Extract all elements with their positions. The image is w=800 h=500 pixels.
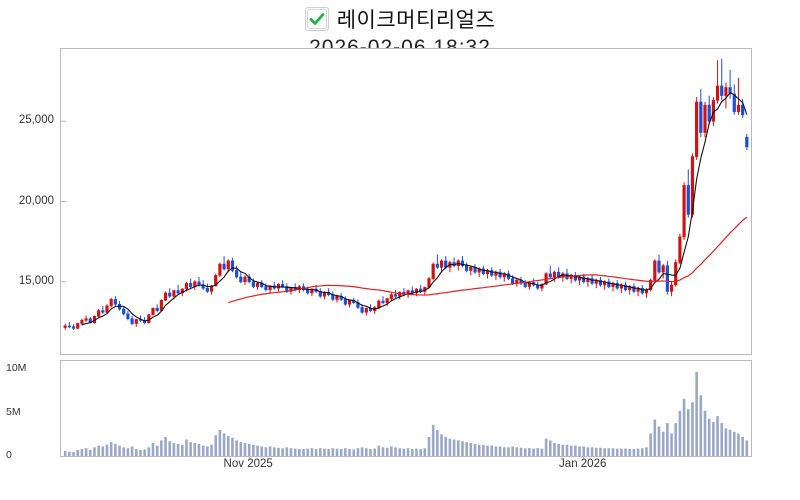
price-tick-label: 15,000 [18, 274, 54, 287]
green-check-icon[interactable] [304, 7, 329, 31]
x-tick-label: Nov 2025 [223, 458, 273, 470]
price-tick-label: 20,000 [18, 194, 54, 207]
page-title: 레이크머티리얼즈 [336, 9, 496, 32]
volume-tick-label: 5M [6, 405, 21, 418]
x-tick-label: Jan 2026 [559, 458, 607, 470]
price-chart-panel [60, 48, 752, 355]
volume-tick-label: 0 [6, 449, 12, 461]
volume-bars [63, 371, 749, 460]
price-candles [61, 58, 749, 330]
volume-chart-panel [60, 360, 752, 460]
volume-tick-label: 10M [6, 362, 27, 375]
chart-header: 레이크머티리얼즈 [0, 0, 800, 34]
price-tick-label: 25,000 [18, 114, 54, 127]
